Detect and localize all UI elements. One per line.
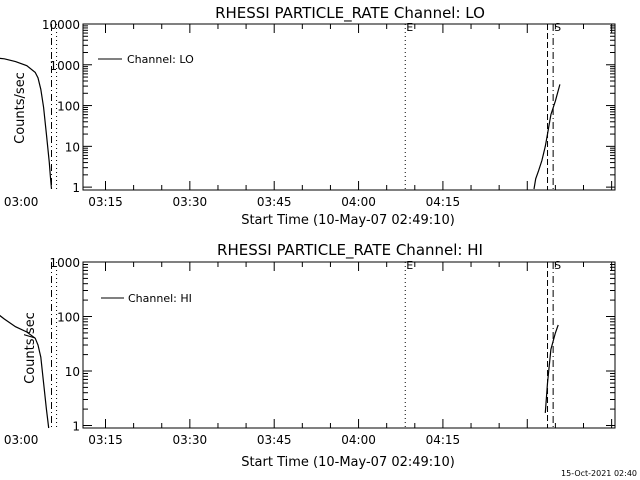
x-tick-label: 04:00 bbox=[341, 195, 376, 209]
series-line bbox=[0, 314, 50, 429]
y-tick-label: 100 bbox=[57, 100, 80, 114]
legend-label: Channel: HI bbox=[128, 292, 192, 305]
x-axis-label: Start Time (10-May-07 02:49:10) bbox=[241, 213, 455, 228]
x-tick-label: 03:45 bbox=[257, 195, 292, 209]
x-tick-label: 04:15 bbox=[426, 433, 461, 447]
y-axis-ticks: 1 10 100 1000 10000 bbox=[42, 18, 615, 195]
time-marker-label: S bbox=[554, 21, 561, 34]
x-axis-ticks: 03:00 03:15 03:30 03:45 04:00 04:15 bbox=[4, 24, 613, 209]
legend-label: Channel: LO bbox=[127, 53, 194, 66]
y-tick-label: 10 bbox=[65, 140, 80, 154]
series-line bbox=[0, 57, 53, 190]
x-tick-label: 04:15 bbox=[426, 195, 461, 209]
series-lines bbox=[0, 57, 561, 190]
series-line bbox=[544, 324, 559, 413]
plot-frame bbox=[82, 261, 616, 429]
x-tick-label: 03:15 bbox=[88, 195, 123, 209]
y-tick-label: 1 bbox=[72, 420, 80, 434]
time-marker-label: E bbox=[406, 259, 413, 272]
y-axis-ticks: 1 10 100 1000 bbox=[49, 256, 615, 434]
y-tick-label: 10 bbox=[65, 365, 80, 379]
time-marker-label: S bbox=[554, 259, 561, 272]
legend: Channel: HI bbox=[101, 292, 192, 305]
x-tick-label: 03:00 bbox=[4, 433, 39, 447]
time-marker-label: E bbox=[406, 21, 413, 34]
y-tick-label: 100 bbox=[57, 311, 80, 325]
x-tick-label: 03:30 bbox=[173, 433, 208, 447]
time-markers: SES bbox=[51, 259, 561, 428]
chart-panel-hi: RHESSI PARTICLE_RATE Channel: HI 1101001… bbox=[0, 241, 616, 470]
x-tick-label: 03:30 bbox=[173, 195, 208, 209]
chart-title: RHESSI PARTICLE_RATE Channel: HI bbox=[217, 241, 483, 260]
legend: Channel: LO bbox=[98, 53, 194, 66]
chart-title: RHESSI PARTICLE_RATE Channel: LO bbox=[215, 4, 485, 23]
series-line bbox=[533, 84, 561, 190]
y-axis-label: Counts/sec bbox=[13, 72, 28, 144]
y-axis-label: Counts/sec bbox=[23, 312, 38, 384]
y-tick-label: 1 bbox=[72, 181, 80, 195]
x-tick-label: 03:00 bbox=[4, 195, 39, 209]
x-tick-label: 03:15 bbox=[88, 433, 123, 447]
time-markers: SES bbox=[51, 21, 561, 190]
series-lines bbox=[0, 314, 559, 429]
timestamp-footer: 15-Oct-2021 02:40 bbox=[561, 469, 637, 478]
x-tick-label: 03:45 bbox=[257, 433, 292, 447]
y-tick-label: 10000 bbox=[42, 18, 80, 32]
y-tick-label: 1000 bbox=[49, 59, 80, 73]
chart-panel-lo: RHESSI PARTICLE_RATE Channel: LO 1101001… bbox=[0, 4, 616, 228]
x-axis-label: Start Time (10-May-07 02:49:10) bbox=[241, 455, 455, 470]
plot-frame bbox=[82, 23, 616, 191]
y-tick-label: 1000 bbox=[49, 256, 80, 270]
x-tick-label: 04:00 bbox=[341, 433, 376, 447]
x-axis-ticks: 03:00 03:15 03:30 03:45 04:00 04:15 bbox=[4, 262, 613, 447]
